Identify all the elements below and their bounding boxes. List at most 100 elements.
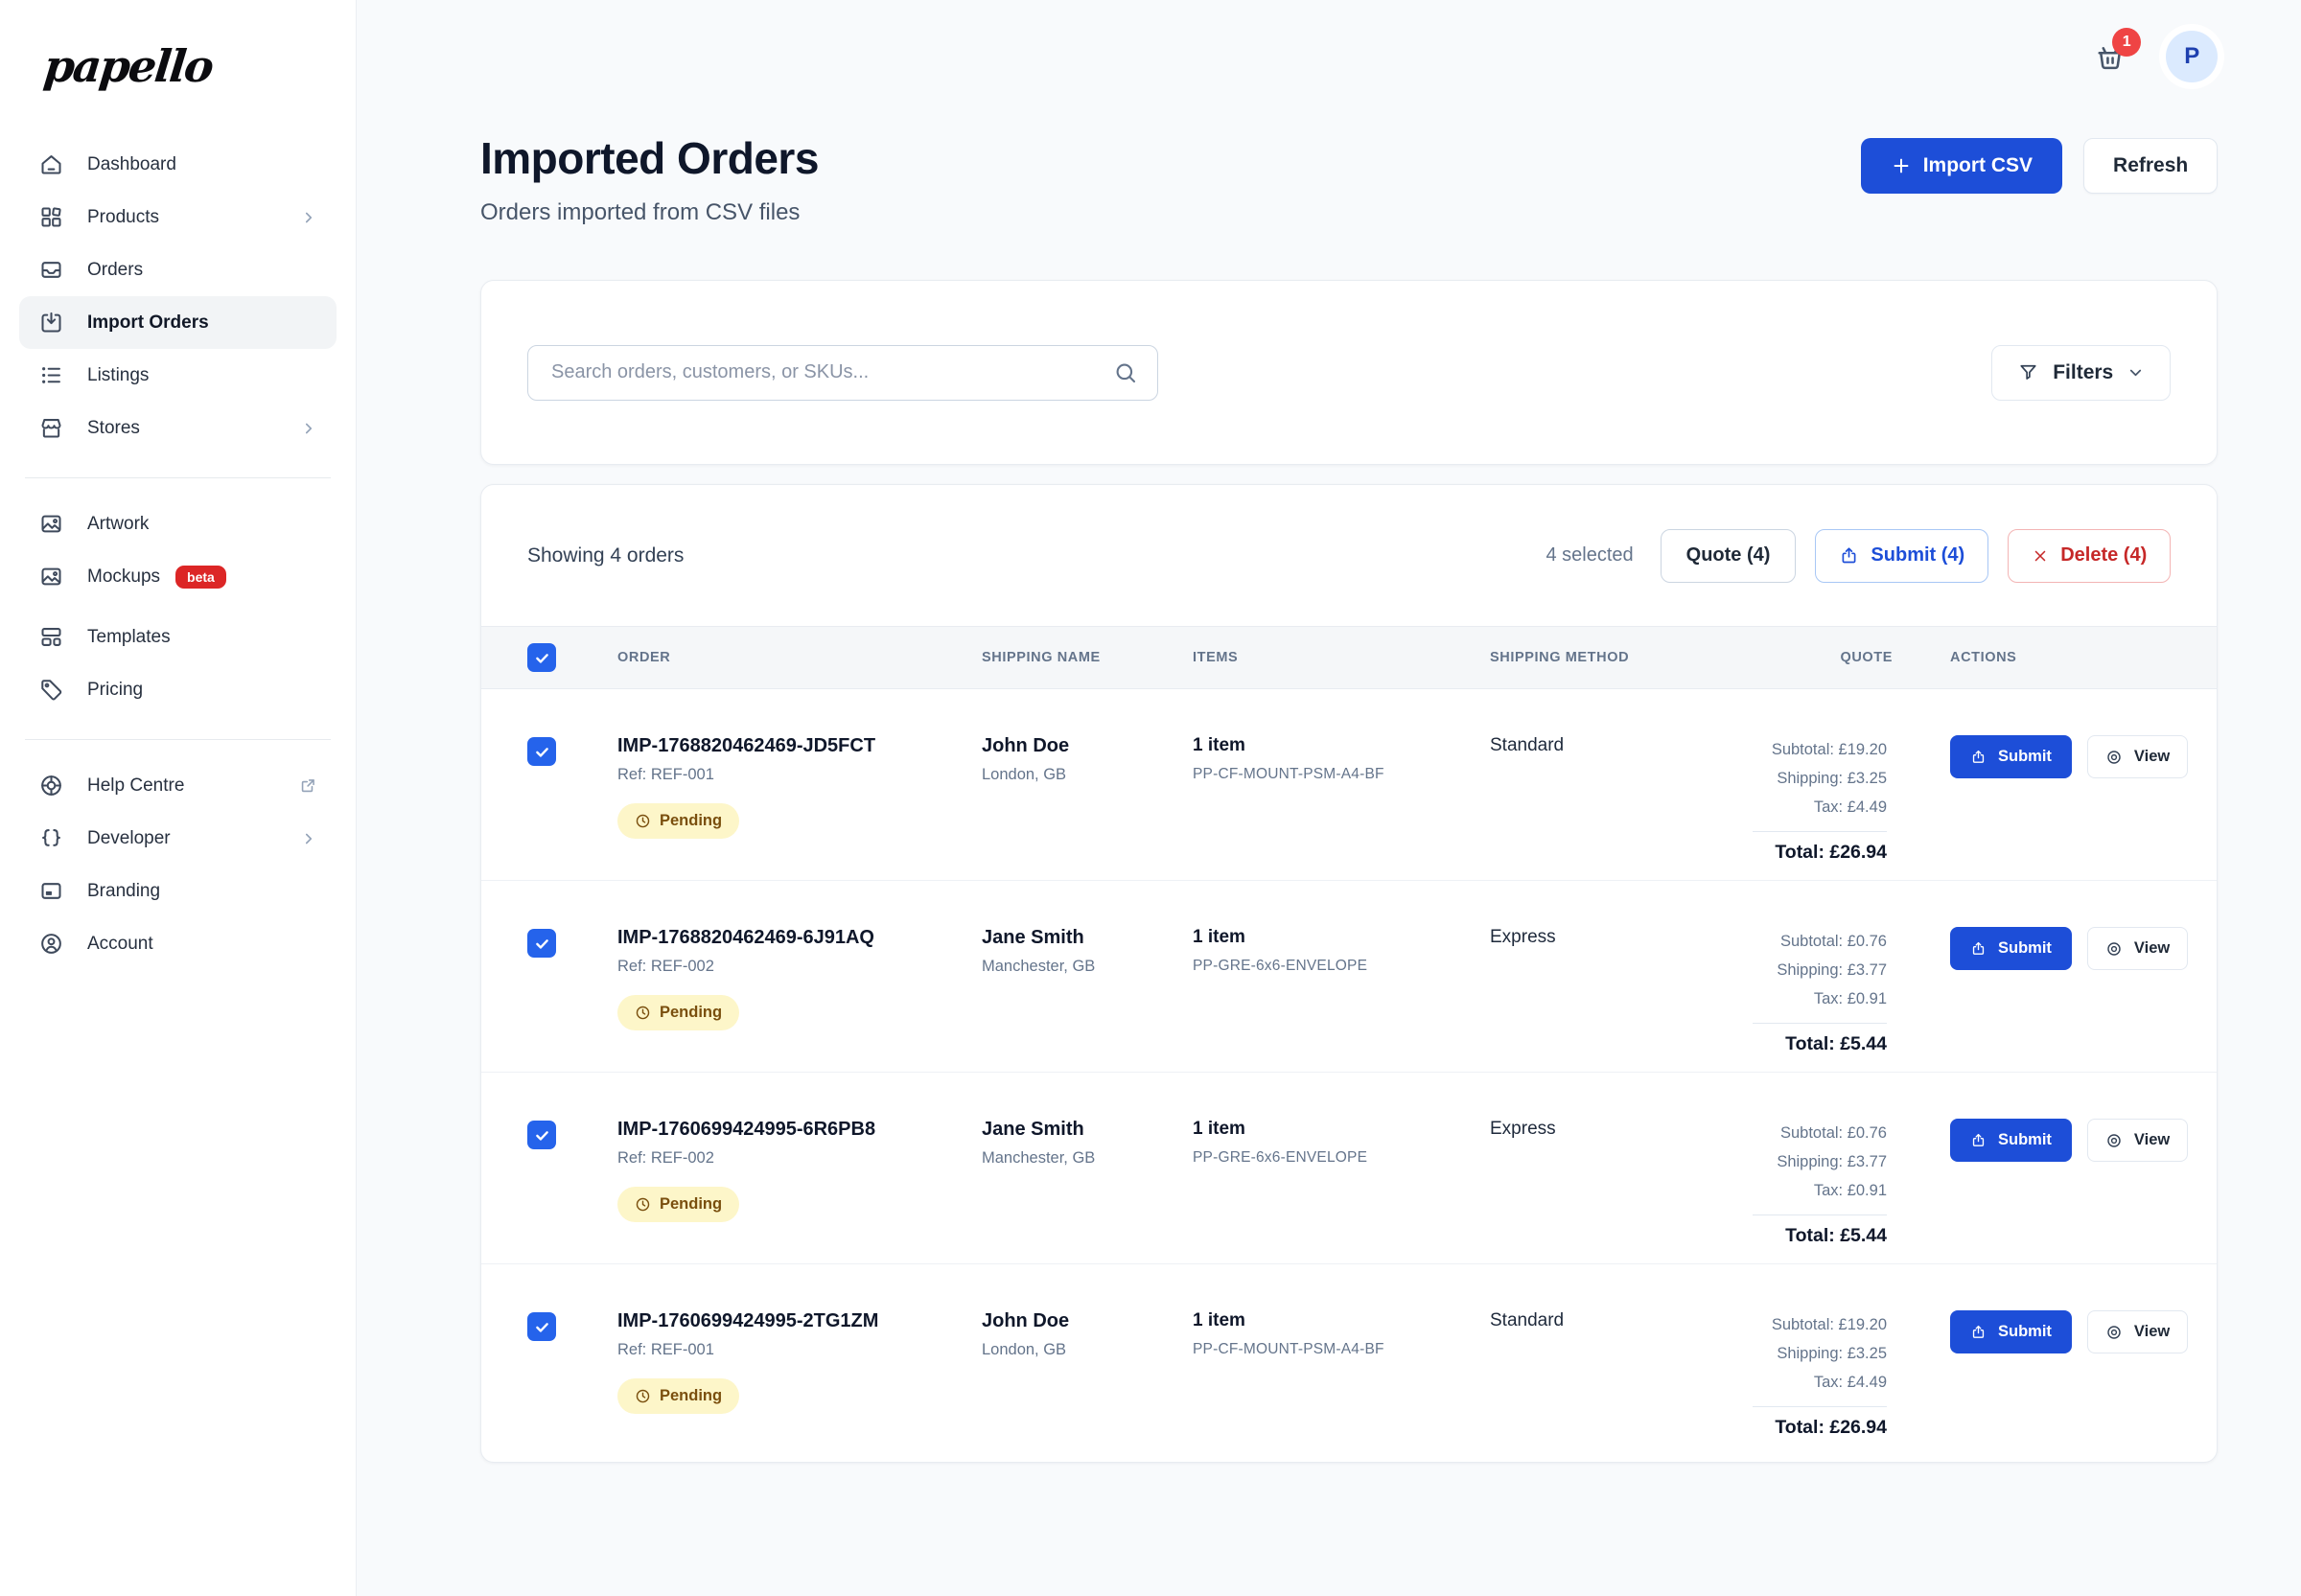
- row-submit-label: Submit: [1998, 748, 2052, 765]
- items-cell: 1 item PP-GRE-6x6-ENVELOPE: [1193, 881, 1490, 975]
- sidebar: papello Dashboard Products Orders Import…: [0, 0, 357, 1596]
- quote-cell: Subtotal: £19.20 Shipping: £3.25 Tax: £4…: [1730, 689, 1893, 864]
- row-view-label: View: [2133, 939, 2171, 957]
- row-submit-label: Submit: [1998, 1323, 2052, 1340]
- external-link-icon: [299, 776, 317, 795]
- chevron-right-icon: [300, 209, 317, 226]
- row-view-button[interactable]: View: [2086, 1310, 2189, 1353]
- quote-shipping: Shipping: £3.77: [1777, 961, 1887, 979]
- sidebar-item-orders[interactable]: Orders: [19, 243, 337, 296]
- quote-cell: Subtotal: £0.76 Shipping: £3.77 Tax: £0.…: [1730, 1073, 1893, 1247]
- items-sku: PP-GRE-6x6-ENVELOPE: [1193, 958, 1368, 974]
- bulk-actions: 4 selected Quote (4) Submit (4) Delete (…: [1546, 528, 2172, 583]
- row-submit-button[interactable]: Submit: [1950, 1119, 2072, 1162]
- table-row: IMP-1768820462469-6J91AQ Ref: REF-002 Pe…: [481, 881, 2218, 1073]
- search-box: [527, 344, 1158, 401]
- quote-selected-button[interactable]: Quote (4): [1660, 528, 1797, 583]
- row-checkbox[interactable]: [527, 1312, 556, 1341]
- cart-button[interactable]: 1: [2093, 28, 2142, 74]
- avatar[interactable]: P: [2166, 31, 2219, 82]
- row-checkbox[interactable]: [527, 737, 556, 766]
- search-input[interactable]: [527, 344, 1158, 401]
- row-view-label: View: [2133, 748, 2171, 765]
- sidebar-item-developer[interactable]: Developer: [19, 812, 337, 865]
- shipping-name-cell: Jane Smith Manchester, GB: [982, 881, 1193, 976]
- card-image-icon: [38, 878, 64, 904]
- submit-selected-button[interactable]: Submit (4): [1815, 528, 1989, 583]
- quote-shipping: Shipping: £3.25: [1777, 770, 1887, 787]
- quote-tax: Tax: £0.91: [1813, 990, 1887, 1007]
- row-submit-button[interactable]: Submit: [1950, 735, 2072, 778]
- shipping-method: Express: [1490, 1119, 1556, 1139]
- upload-icon: [1970, 940, 1987, 957]
- row-checkbox[interactable]: [527, 1121, 556, 1149]
- quote-subtotal: Subtotal: £19.20: [1771, 1316, 1887, 1333]
- row-actions-cell: Submit View: [1893, 1073, 2189, 1162]
- search-icon: [1112, 359, 1139, 386]
- sidebar-item-products[interactable]: Products: [19, 191, 337, 243]
- chevron-down-icon: [2127, 363, 2145, 382]
- order-ref: Ref: REF-001: [617, 1341, 714, 1358]
- sidebar-item-listings[interactable]: Listings: [19, 349, 337, 402]
- sidebar-item-artwork[interactable]: Artwork: [19, 497, 337, 550]
- quote-divider: [1753, 1023, 1887, 1024]
- filters-label: Filters: [2053, 360, 2114, 383]
- upload-icon: [1970, 1324, 1987, 1340]
- row-checkbox-cell: [527, 1073, 617, 1149]
- sidebar-secondary-nav: Artwork Mockups beta Templates Pricing: [19, 497, 337, 716]
- x-icon: [2032, 547, 2049, 565]
- sidebar-item-import-orders[interactable]: Import Orders: [19, 296, 337, 349]
- filters-button[interactable]: Filters: [1991, 344, 2172, 401]
- column-header-actions: Actions: [1950, 650, 2017, 665]
- items-cell: 1 item PP-CF-MOUNT-PSM-A4-BF: [1193, 1264, 1490, 1358]
- sidebar-item-mockups[interactable]: Mockups beta: [19, 550, 337, 603]
- row-submit-button[interactable]: Submit: [1950, 927, 2072, 970]
- sidebar-item-stores[interactable]: Stores: [19, 402, 337, 454]
- order-cell: IMP-1768820462469-JD5FCT Ref: REF-001 Pe…: [617, 689, 982, 839]
- order-ref: Ref: REF-002: [617, 958, 714, 975]
- page-header: Imported Orders Orders imported from CSV…: [480, 132, 2219, 226]
- quote-total: Total: £5.44: [1785, 1225, 1887, 1246]
- row-submit-button[interactable]: Submit: [1950, 1310, 2072, 1353]
- row-view-button[interactable]: View: [2086, 735, 2189, 778]
- import-csv-button[interactable]: Import CSV: [1860, 138, 2063, 194]
- topbar: 1 P: [480, 0, 2219, 92]
- table-row: IMP-1768820462469-JD5FCT Ref: REF-001 Pe…: [481, 689, 2218, 881]
- select-all-checkbox[interactable]: [527, 643, 556, 672]
- row-actions-cell: Submit View: [1893, 1264, 2189, 1353]
- order-id: IMP-1760699424995-2TG1ZM: [617, 1310, 879, 1331]
- clock-icon: [636, 1006, 650, 1020]
- sidebar-divider: [25, 477, 331, 478]
- column-header-shipping-name: Shipping Name: [982, 650, 1101, 665]
- shipping-city: Manchester, GB: [982, 958, 1096, 975]
- shipping-method: Standard: [1490, 1310, 1565, 1330]
- row-view-button[interactable]: View: [2086, 1119, 2189, 1162]
- shipping-name: Jane Smith: [982, 1119, 1084, 1140]
- quote-divider: [1753, 831, 1887, 832]
- sidebar-item-dashboard[interactable]: Dashboard: [19, 138, 337, 191]
- delete-selected-button[interactable]: Delete (4): [2008, 528, 2172, 583]
- sidebar-item-account[interactable]: Account: [19, 917, 337, 970]
- search-card: Filters: [480, 280, 2219, 465]
- plus-icon: [1891, 155, 1912, 176]
- brand-logo[interactable]: papello: [41, 40, 215, 92]
- sidebar-item-branding[interactable]: Branding: [19, 865, 337, 917]
- items-count: 1 item: [1193, 1310, 1245, 1330]
- refresh-button[interactable]: Refresh: [2083, 138, 2219, 194]
- quote-subtotal: Subtotal: £0.76: [1779, 933, 1887, 950]
- sidebar-item-help-centre[interactable]: Help Centre: [19, 759, 337, 812]
- quote-tax: Tax: £0.91: [1813, 1182, 1887, 1199]
- refresh-label: Refresh: [2113, 154, 2189, 176]
- quote-shipping: Shipping: £3.25: [1777, 1345, 1887, 1362]
- sidebar-item-templates[interactable]: Templates: [19, 611, 337, 663]
- sidebar-item-pricing[interactable]: Pricing: [19, 663, 337, 716]
- row-view-button[interactable]: View: [2086, 927, 2189, 970]
- shipping-name-cell: Jane Smith Manchester, GB: [982, 1073, 1193, 1168]
- shipping-city: Manchester, GB: [982, 1149, 1096, 1167]
- items-cell: 1 item PP-GRE-6x6-ENVELOPE: [1193, 1073, 1490, 1167]
- quote-total: Total: £26.94: [1775, 1417, 1887, 1438]
- status-badge: Pending: [617, 1378, 740, 1414]
- row-checkbox[interactable]: [527, 929, 556, 958]
- table-header-row: Order Shipping Name Items Shipping Metho…: [481, 626, 2218, 689]
